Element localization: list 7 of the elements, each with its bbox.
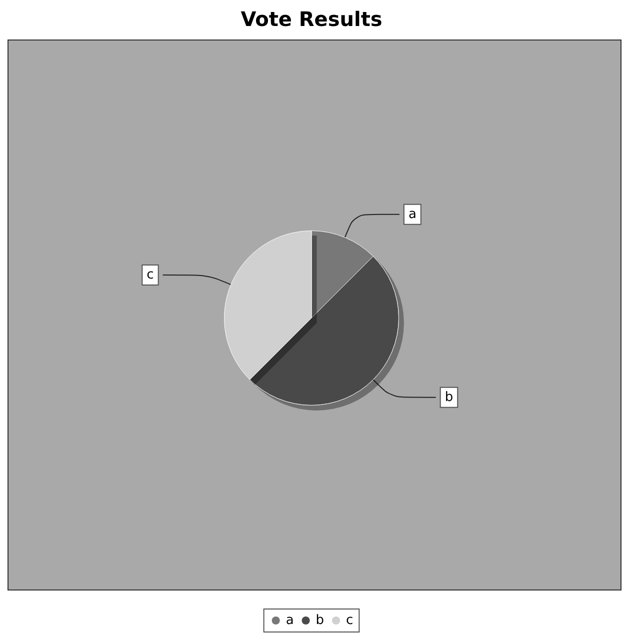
legend-label: a: [286, 613, 294, 628]
chart-title: Vote Results: [240, 7, 382, 31]
slice-label: c: [146, 268, 154, 283]
legend-label: b: [316, 613, 324, 628]
legend-label: c: [346, 613, 354, 628]
slice-label: a: [408, 206, 416, 222]
slice-label: b: [444, 390, 454, 405]
